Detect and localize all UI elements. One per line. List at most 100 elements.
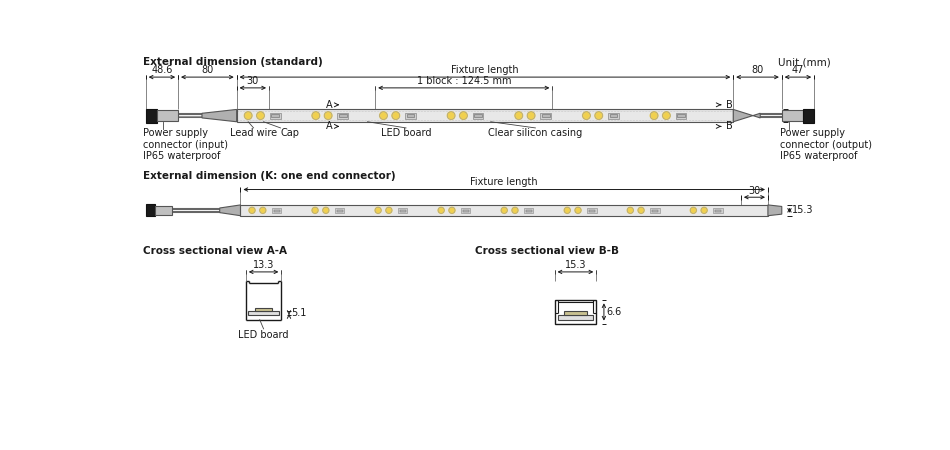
Circle shape [312,112,320,119]
Circle shape [375,207,381,213]
Text: External dimension (K: one end connector): External dimension (K: one end connector… [142,171,395,181]
Bar [145,204,155,216]
Text: 47: 47 [791,65,804,75]
Bar [405,112,416,119]
Text: Fixture length: Fixture length [470,177,538,187]
Bar [652,210,658,212]
Circle shape [627,207,634,213]
Bar [715,210,721,212]
Bar [804,108,814,122]
Text: A: A [326,122,332,131]
Bar [240,205,768,216]
Text: A: A [326,100,332,110]
Circle shape [595,112,602,119]
Bar [564,311,587,315]
Bar [157,110,178,121]
Text: Power supply
connector (output)
IP65 waterproof: Power supply connector (output) IP65 wat… [780,128,872,161]
Bar [473,112,484,119]
Bar [463,210,469,212]
Bar [339,114,347,117]
Circle shape [575,207,581,213]
Circle shape [256,112,264,119]
Bar [782,110,804,121]
Bar [525,210,532,212]
Text: Lead wire: Lead wire [230,128,277,138]
Bar [608,112,618,119]
Bar [256,308,272,311]
Bar [407,114,414,117]
Bar [155,206,172,215]
Bar [274,210,279,212]
Text: Clear silicon casing: Clear silicon casing [488,128,582,138]
Circle shape [527,112,535,119]
Text: LED board: LED board [238,330,289,341]
Polygon shape [219,205,240,216]
Circle shape [582,112,590,119]
Circle shape [564,207,570,213]
Bar [461,208,470,212]
Text: 1 block : 124.5 mm: 1 block : 124.5 mm [416,76,511,86]
Circle shape [650,112,658,119]
Circle shape [392,112,400,119]
Bar [272,114,279,117]
Bar [713,208,723,212]
Text: 15.3: 15.3 [564,260,586,270]
Text: Unit (mm): Unit (mm) [778,57,831,67]
Circle shape [386,207,392,213]
Bar [398,208,408,212]
Circle shape [460,112,467,119]
Text: Fixture length: Fixture length [451,65,519,75]
Polygon shape [733,109,760,122]
Text: 30: 30 [749,186,761,196]
Bar [335,208,344,212]
Text: 30: 30 [247,76,259,86]
Text: 5.1: 5.1 [292,308,307,318]
Text: B: B [726,100,732,110]
Circle shape [701,207,707,213]
Circle shape [448,207,455,213]
Bar [541,112,551,119]
Circle shape [259,207,266,213]
Bar [555,301,597,324]
Circle shape [512,207,518,213]
Bar [610,114,618,117]
Circle shape [515,112,523,119]
Bar [677,114,685,117]
Text: Ð4.4: Ð4.4 [788,111,810,121]
Circle shape [438,207,445,213]
Bar [589,210,595,212]
Bar [587,208,597,212]
Bar [336,210,343,212]
Circle shape [244,112,252,119]
Circle shape [324,112,332,119]
Bar [524,208,534,212]
Text: 6.6: 6.6 [606,307,621,317]
Bar [651,208,659,212]
Bar [337,112,348,119]
Bar [558,315,593,320]
Bar [474,114,482,117]
Polygon shape [768,205,782,216]
Text: 13.3: 13.3 [253,260,275,270]
Bar [145,108,157,122]
Circle shape [323,207,329,213]
Circle shape [312,207,318,213]
Text: Cross sectional view A-A: Cross sectional view A-A [142,247,287,256]
Circle shape [501,207,507,213]
Text: External dimension (standard): External dimension (standard) [142,57,322,67]
Bar [272,208,281,212]
Text: B: B [726,122,732,131]
Text: 80: 80 [201,65,214,75]
Bar [675,112,687,119]
Bar [400,210,406,212]
Text: 80: 80 [751,65,764,75]
Text: Power supply
connector (input)
IP65 waterproof: Power supply connector (input) IP65 wate… [142,128,228,161]
Circle shape [249,207,256,213]
Circle shape [691,207,696,213]
Text: 15.3: 15.3 [791,205,813,215]
Bar [542,114,549,117]
Text: 48.6: 48.6 [151,65,173,75]
Bar [237,109,733,122]
Text: LED board: LED board [381,128,431,138]
Circle shape [638,207,644,213]
